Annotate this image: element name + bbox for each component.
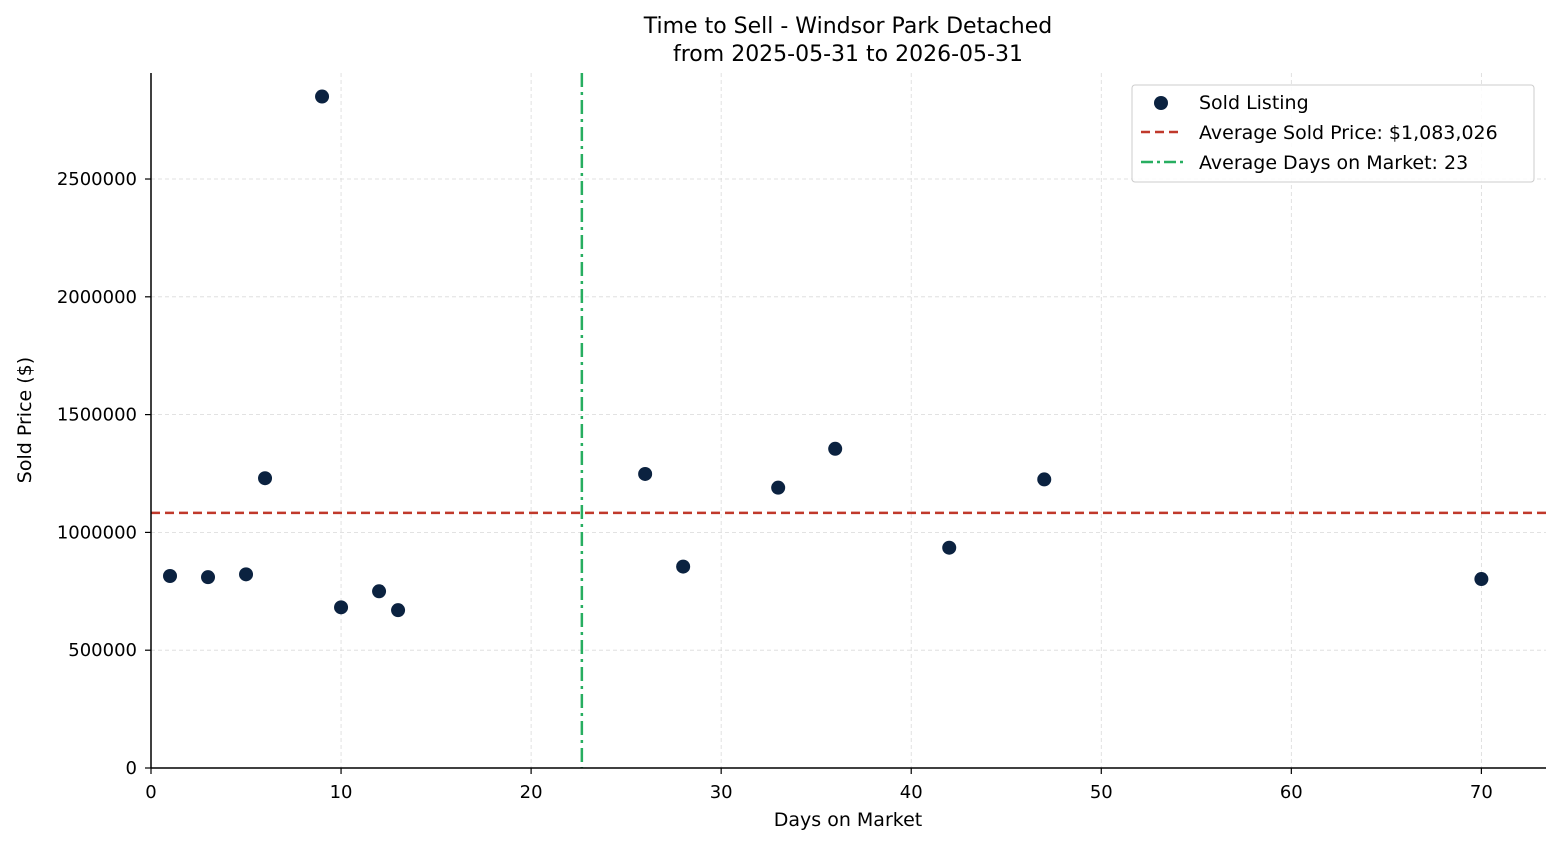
y-tick-label: 0 (126, 758, 137, 779)
reference-lines (151, 73, 1546, 768)
x-tick-label: 10 (330, 782, 353, 803)
sold-listing-point (201, 570, 216, 585)
sold-listing-point (676, 559, 691, 574)
y-tick-label: 2500000 (57, 169, 137, 190)
sold-listing-point (391, 603, 406, 618)
y-axis-ticks: 0 500000 1000000 1500000 2000000 2500000 (57, 169, 151, 779)
sold-listing-point (163, 568, 178, 583)
x-tick-label: 30 (710, 782, 733, 803)
x-axis-label: Days on Market (774, 809, 922, 831)
x-tick-label: 70 (1470, 782, 1493, 803)
legend-label-sold-listing: Sold Listing (1199, 92, 1309, 114)
x-tick-label: 50 (1090, 782, 1113, 803)
y-axis-label: Sold Price ($) (14, 357, 36, 483)
sold-listing-point (828, 441, 843, 456)
y-tick-label: 1500000 (57, 405, 137, 426)
y-tick-label: 2000000 (57, 287, 137, 308)
legend: Sold Listing Average Sold Price: $1,083,… (1131, 84, 1535, 183)
x-axis-ticks: 0 10 20 30 40 50 60 70 (145, 768, 1493, 803)
chart-subtitle: from 2025-05-31 to 2026-05-31 (673, 42, 1023, 67)
x-tick-label: 60 (1280, 782, 1303, 803)
sold-listing-point (334, 600, 349, 615)
legend-marker-sold-listing (1154, 96, 1168, 110)
sold-listing-point (771, 480, 786, 495)
sold-listing-point (1474, 572, 1489, 587)
sold-listing-point (942, 540, 957, 555)
legend-label-avg-price: Average Sold Price: $1,083,026 (1199, 122, 1498, 144)
legend-box (1131, 84, 1535, 183)
sold-listing-point (258, 471, 273, 486)
y-tick-label: 1000000 (57, 522, 137, 543)
sold-listing-point (315, 89, 330, 104)
chart-title: Time to Sell - Windsor Park Detached (643, 14, 1052, 39)
sold-listing-point (239, 567, 254, 582)
sold-listing-point (372, 584, 387, 599)
x-tick-label: 40 (900, 782, 923, 803)
sold-listing-point (1037, 472, 1052, 487)
legend-label-avg-days: Average Days on Market: 23 (1199, 152, 1468, 174)
sold-listing-point (638, 466, 653, 481)
x-tick-label: 20 (520, 782, 543, 803)
data-points (163, 89, 1489, 618)
x-tick-label: 0 (145, 782, 156, 803)
y-tick-label: 500000 (68, 640, 137, 661)
